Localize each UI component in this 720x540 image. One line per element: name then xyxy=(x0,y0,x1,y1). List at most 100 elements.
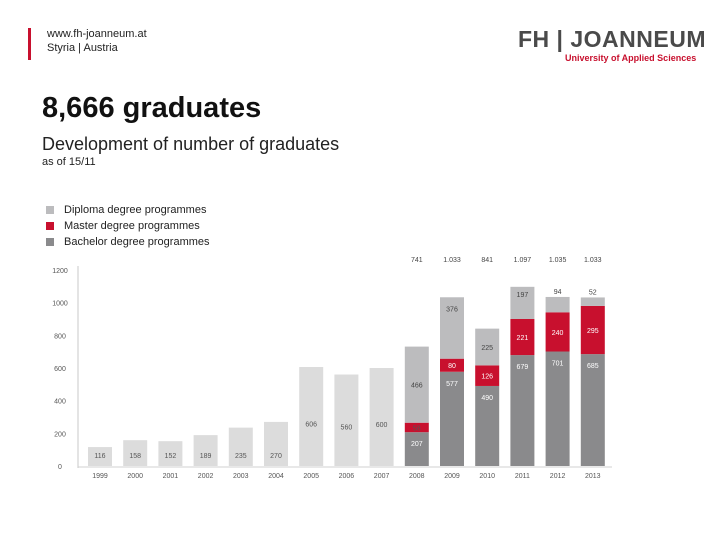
x-tick-label-2001: 2001 xyxy=(163,473,179,480)
bar-diploma-2011 xyxy=(510,286,535,319)
fh-joanneum-logo: FH | JOANNEUM University of Applied Scie… xyxy=(518,26,706,66)
segment-label-bachelor-2011: 679 xyxy=(517,364,529,371)
segment-label-diploma-2004: 270 xyxy=(270,453,282,460)
header-text: www.fh-joanneum.at Styria | Austria xyxy=(47,27,147,55)
legend-swatch-master xyxy=(46,222,54,230)
legend-swatch-diploma xyxy=(46,206,54,214)
bar-diploma-2007 xyxy=(369,368,394,466)
segment-label-master-2011: 221 xyxy=(517,335,529,342)
x-tick-label-2009: 2009 xyxy=(444,473,460,480)
segment-label-diploma-1999: 116 xyxy=(94,453,105,460)
logo-tagline: University of Applied Sciences xyxy=(565,53,697,63)
bar-diploma-2006 xyxy=(334,374,359,466)
x-tick-label-2012: 2012 xyxy=(550,473,566,480)
graduates-stacked-bar-chart: 0 200 400 600 800 1000 1200 116 1999 158 2000 152 20… xyxy=(52,257,612,480)
x-tick-label-2004: 2004 xyxy=(268,473,284,480)
segment-label-bachelor-2013: 685 xyxy=(587,363,599,370)
bar-diploma-2005 xyxy=(299,367,324,466)
page-title: 8,666 graduates xyxy=(42,92,262,124)
y-tick-label-0: 0 xyxy=(58,464,62,471)
segment-label-master-2008: 58 xyxy=(413,425,421,432)
x-tick-label-2000: 2000 xyxy=(127,473,143,480)
bar-master-2008 xyxy=(404,422,429,433)
bar-diploma-1999 xyxy=(88,447,112,466)
legend-item-bachelor: Bachelor degree programmes xyxy=(46,234,210,250)
bar-diploma-2009 xyxy=(440,297,464,359)
x-tick-label-2013: 2013 xyxy=(585,473,601,480)
total-label-2010: 841 xyxy=(481,257,493,264)
segment-label-bachelor-2009: 577 xyxy=(446,381,458,388)
legend-item-master: Master degree programmes xyxy=(46,218,210,234)
bar-master-2012 xyxy=(545,312,570,352)
bar-bachelor-2010 xyxy=(475,385,500,466)
total-label-2009: 1.033 xyxy=(443,257,461,264)
segment-label-diploma-2003: 235 xyxy=(235,453,247,460)
x-tick-label-2010: 2010 xyxy=(479,473,495,480)
segment-label-bachelor-2008: 207 xyxy=(411,441,423,448)
legend-swatch-bachelor xyxy=(46,238,54,246)
bar-bachelor-2011 xyxy=(510,355,535,466)
page-subtitle: Development of number of graduates xyxy=(42,134,340,154)
logo-wordmark: FH | JOANNEUM xyxy=(518,26,706,52)
legend-label-master: Master degree programmes xyxy=(64,220,200,232)
bar-master-2010 xyxy=(475,365,500,386)
total-label-2013: 1.033 xyxy=(584,257,602,264)
total-label-2012: 1.035 xyxy=(549,257,567,264)
legend-item-diploma: Diploma degree programmes xyxy=(46,202,210,218)
y-tick-label-1000: 1000 xyxy=(52,301,68,308)
x-tick-label-2008: 2008 xyxy=(409,473,425,480)
bar-diploma-2003 xyxy=(228,427,253,466)
bar-diploma-2012 xyxy=(545,296,570,313)
segment-label-diploma-2002: 189 xyxy=(200,453,212,460)
x-tick-label-2011: 2011 xyxy=(515,473,530,480)
website-url[interactable]: www.fh-joanneum.at xyxy=(47,28,147,40)
x-tick-label-2002: 2002 xyxy=(198,473,214,480)
segment-label-bachelor-2012: 701 xyxy=(552,361,564,368)
x-tick-label-2003: 2003 xyxy=(233,473,249,480)
y-tick-label-400: 400 xyxy=(54,399,66,406)
segment-label-diploma-2013: 52 xyxy=(589,289,597,296)
total-label-2008: 741 xyxy=(411,257,423,264)
segment-label-diploma-2000: 158 xyxy=(129,453,141,460)
y-tick-label-800: 800 xyxy=(54,333,66,340)
bar-diploma-2010 xyxy=(475,328,500,366)
y-tick-label-1200: 1200 xyxy=(52,268,68,275)
total-label-2011: 1.097 xyxy=(514,257,532,264)
segment-label-diploma-2005: 606 xyxy=(305,421,317,428)
bar-bachelor-2012 xyxy=(545,351,570,466)
segment-label-diploma-2001: 152 xyxy=(165,453,177,460)
bar-master-2011 xyxy=(510,319,535,356)
bar-diploma-2008 xyxy=(404,346,429,423)
segment-label-diploma-2008: 466 xyxy=(411,383,423,390)
bar-bachelor-2013 xyxy=(580,354,605,466)
y-tick-label-200: 200 xyxy=(54,431,66,438)
segment-label-master-2010: 126 xyxy=(481,374,493,381)
date-note: as of 15/11 xyxy=(42,156,96,168)
bar-master-2009 xyxy=(440,358,464,372)
chart-legend: Diploma degree programmes Master degree … xyxy=(46,202,210,250)
bar-diploma-2001 xyxy=(158,441,183,466)
segment-label-master-2009: 80 xyxy=(448,363,456,370)
x-tick-label-2007: 2007 xyxy=(374,473,390,480)
segment-label-diploma-2009: 376 xyxy=(446,306,458,313)
bar-diploma-2002 xyxy=(193,435,218,466)
bar-diploma-2013 xyxy=(580,297,605,306)
bar-bachelor-2008 xyxy=(404,432,429,466)
header-accent-bar xyxy=(28,28,31,60)
bar-diploma-2000 xyxy=(123,440,148,466)
bar-bachelor-2009 xyxy=(440,371,464,466)
legend-label-bachelor: Bachelor degree programmes xyxy=(64,236,210,248)
bar-diploma-2004 xyxy=(264,421,288,466)
x-tick-label-1999: 1999 xyxy=(92,473,108,480)
x-tick-label-2005: 2005 xyxy=(303,473,319,480)
segment-label-master-2012: 240 xyxy=(552,330,564,337)
x-tick-label-2006: 2006 xyxy=(339,473,355,480)
bar-master-2013 xyxy=(580,305,605,355)
y-tick-label-600: 600 xyxy=(54,366,66,373)
segment-label-diploma-2006: 560 xyxy=(341,424,353,431)
segment-label-diploma-2011: 197 xyxy=(517,292,529,299)
segment-label-bachelor-2010: 490 xyxy=(481,395,493,402)
location-text: Styria | Austria xyxy=(47,42,118,54)
legend-label-diploma: Diploma degree programmes xyxy=(64,204,207,216)
segment-label-diploma-2010: 225 xyxy=(481,345,493,352)
